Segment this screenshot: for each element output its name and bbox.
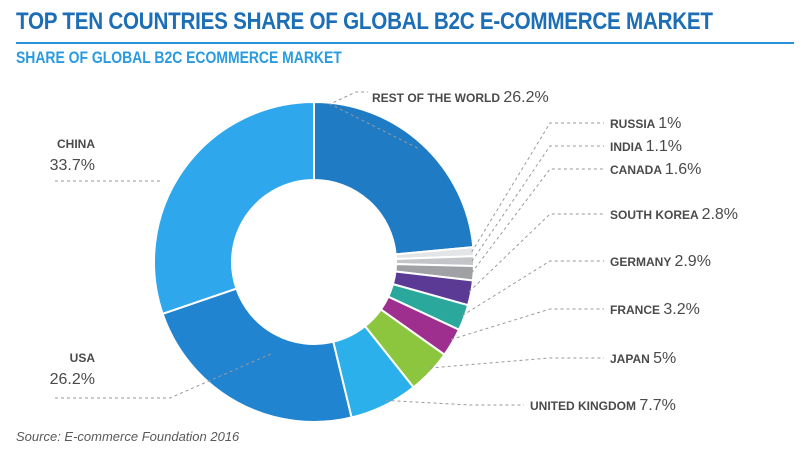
leader-rest-of-the-world: [328, 91, 418, 149]
label-germany: GERMANY 2.9%: [610, 253, 711, 270]
leader-russia: [471, 122, 604, 253]
leader-south-korea: [468, 213, 604, 293]
leader-canada: [471, 168, 604, 274]
label-france: FRANCE 3.2%: [610, 301, 700, 318]
label-name-usa: USA: [70, 351, 96, 365]
leader-france: [450, 308, 604, 340]
label-india: INDIA 1.1%: [610, 138, 682, 155]
chart-subtitle: SHARE OF GLOBAL B2C ECOMMERCE MARKET: [16, 48, 342, 67]
slice-china: [153, 100, 315, 316]
slice-rest-of-the-world: [313, 100, 475, 256]
leader-india: [471, 145, 604, 262]
page-title: TOP TEN COUNTRIES SHARE OF GLOBAL B2C E-…: [16, 8, 713, 35]
label-russia: RUSSIA 1%: [610, 115, 681, 132]
leader-usa: [55, 353, 273, 399]
label-south-korea: SOUTH KOREA 2.8%: [610, 206, 738, 223]
source-note: Source: E-commerce Foundation 2016: [16, 429, 240, 444]
slice-labels: REST OF THE WORLD 26.2% RUSSIA 1% INDIA 1.…: [50, 89, 738, 414]
label-rest-of-the-world: REST OF THE WORLD 26.2%: [372, 89, 549, 106]
label-united-kingdom: UNITED KINGDOM 7.7%: [530, 397, 676, 414]
label-japan: JAPAN 5%: [610, 350, 676, 367]
label-canada: CANADA 1.6%: [610, 161, 701, 178]
label-name-china: CHINA: [57, 137, 95, 151]
title-divider: [16, 42, 794, 44]
leader-japan: [429, 357, 604, 369]
leader-germany: [462, 260, 604, 317]
leader-lines: [55, 91, 604, 406]
label-value-china: 33.7%: [50, 157, 95, 174]
donut-slices: [153, 100, 475, 423]
label-value-usa: 26.2%: [50, 371, 95, 388]
leader-united-kingdom: [385, 399, 524, 406]
slice-usa: [161, 287, 353, 423]
